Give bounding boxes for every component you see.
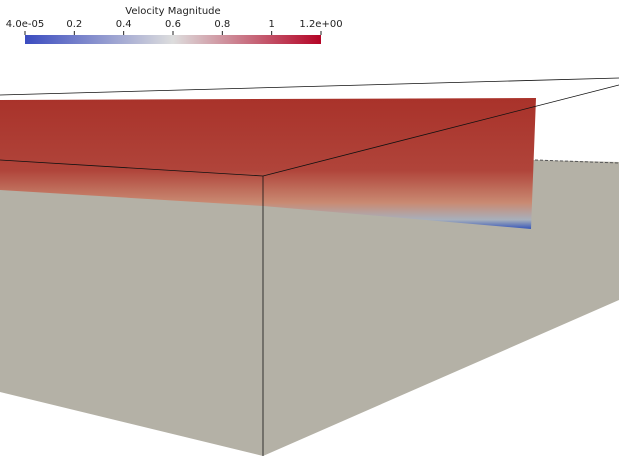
- tick-label: 4.0e-05: [6, 19, 44, 30]
- viewport: Velocity Magnitude 4.0e-05 0.2 0.4 0.6 0.8 1 1…: [0, 0, 619, 458]
- tick-label: 1.2e+00: [299, 19, 342, 30]
- colorbar-title: Velocity Magnitude: [125, 6, 220, 17]
- colorbar: [25, 35, 321, 44]
- tick-label: 0.6: [165, 19, 181, 30]
- tick-label: 0.8: [214, 19, 230, 30]
- tick-label: 1: [268, 19, 274, 30]
- tick-label: 0.2: [66, 19, 82, 30]
- tick-label: 0.4: [116, 19, 132, 30]
- colorbar-ticks: 4.0e-05 0.2 0.4 0.6 0.8 1 1.2e+00: [6, 19, 343, 35]
